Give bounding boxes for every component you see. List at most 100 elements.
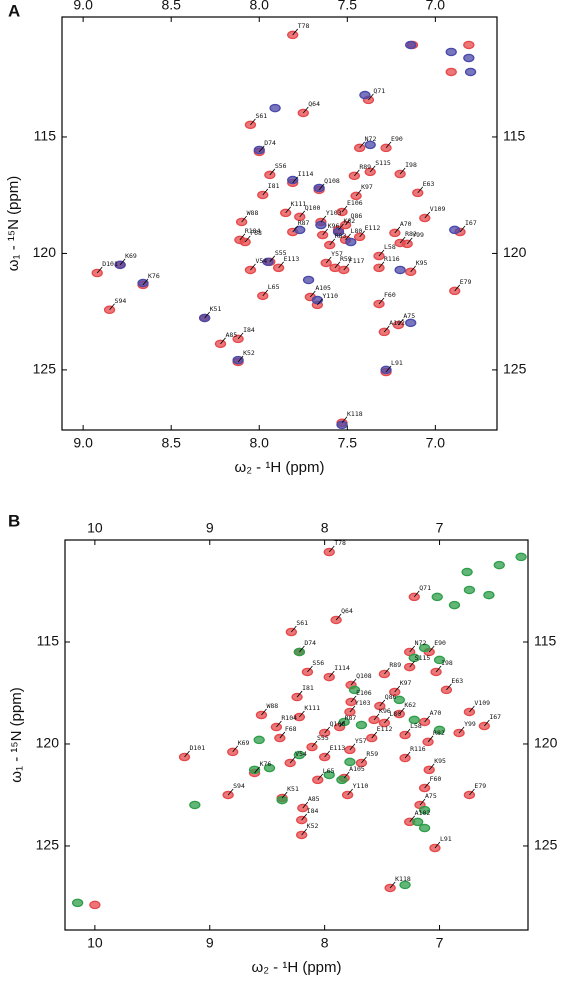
peak <box>312 775 324 785</box>
annotation-leader <box>368 93 374 101</box>
peak <box>515 552 527 562</box>
peak-label: K96 <box>328 222 340 230</box>
peak-label: V109 <box>430 205 446 213</box>
annotation-leader <box>359 230 365 238</box>
annotation-leader <box>237 355 244 363</box>
peak-label: R89 <box>389 661 401 669</box>
annotation-leader <box>241 215 247 223</box>
peak <box>431 592 443 602</box>
plot-frame <box>64 539 529 931</box>
peak <box>408 715 420 725</box>
annotation-leader <box>292 176 299 184</box>
peak-label: S115 <box>375 159 391 167</box>
peak <box>449 225 461 235</box>
y-tick-label: 115 <box>37 633 60 649</box>
annotation-leader <box>384 716 390 724</box>
panel-label: A <box>8 1 20 20</box>
peak-label: R82 <box>405 230 417 238</box>
peak-label: Q71 <box>419 584 431 592</box>
peak-label: Q86 <box>385 693 397 701</box>
peak-label: E106 <box>356 689 372 697</box>
x-axis-label: ω₂ - ¹H (ppm) <box>234 459 324 476</box>
peak-label: W88 <box>266 702 278 710</box>
annotation-leader <box>389 881 396 889</box>
annotation-leader <box>262 289 269 297</box>
peak-label: K76 <box>148 272 160 280</box>
x-tick-label: 7.5 <box>338 0 358 13</box>
peak <box>399 880 411 890</box>
peak-label: K95 <box>416 259 428 267</box>
annotation-leader <box>428 763 435 771</box>
annotation-leader <box>350 695 357 703</box>
annotation-leader <box>254 766 260 774</box>
peak-label: Q100 <box>305 204 321 212</box>
annotation-leader <box>410 265 417 273</box>
peak-label: S61 <box>296 619 308 627</box>
x-tick-label: 8.5 <box>161 0 181 13</box>
peak-label: L65 <box>268 283 280 291</box>
peak-label: W88 <box>247 209 259 217</box>
peak-label: R104 <box>245 227 261 235</box>
annotation-leader <box>435 665 442 673</box>
peak-label: A75 <box>403 312 415 320</box>
annotation-leader <box>404 728 411 736</box>
peak <box>461 567 473 577</box>
annotation-leader <box>469 705 475 713</box>
annotation-leader <box>378 297 385 305</box>
annotation-leader <box>419 798 426 806</box>
peak-label: E113 <box>284 255 300 263</box>
peak-label: I67 <box>489 713 501 721</box>
peak <box>301 667 314 677</box>
peak <box>270 722 283 732</box>
annotation-leader <box>302 106 309 114</box>
peak-label: K76 <box>260 760 272 768</box>
annotation-leader <box>399 167 406 175</box>
annotation-leader <box>318 183 325 191</box>
annotation-leader <box>269 168 276 176</box>
annotation-leader <box>325 256 332 264</box>
annotation-leader <box>399 236 406 244</box>
x-tick-label: 8 <box>321 935 329 951</box>
annotation-leader <box>359 141 365 149</box>
peak-label: E113 <box>330 744 346 752</box>
peak-label: Y103 <box>326 209 342 217</box>
peak-label: R87 <box>345 714 357 722</box>
peak-label: A105 <box>349 765 365 773</box>
peak-label: E112 <box>377 725 393 733</box>
peak <box>269 103 281 113</box>
peak-label: E106 <box>347 199 363 207</box>
peak-label: A102 <box>415 809 431 817</box>
peak-label: Q86 <box>351 212 363 220</box>
x-tick-label: 7 <box>436 520 444 536</box>
annotation-leader <box>317 773 324 781</box>
peak-label: A102 <box>389 319 405 327</box>
annotation-leader <box>409 815 415 823</box>
peak-label: Y99 <box>464 720 476 728</box>
annotation-leader <box>349 705 356 713</box>
annotation-leader <box>299 710 305 718</box>
annotation-leader <box>394 685 401 693</box>
x-tick-label: 8.0 <box>250 0 270 13</box>
peak-label: K51 <box>210 305 222 313</box>
annotation-leader <box>227 788 234 796</box>
peak-label: E90 <box>434 639 446 647</box>
peak <box>287 175 299 185</box>
peak-label: K69 <box>125 252 137 260</box>
peak <box>404 662 416 672</box>
peak-label: A70 <box>430 709 442 717</box>
annotation-leader <box>322 228 328 236</box>
peak <box>293 750 306 760</box>
peak <box>344 745 356 755</box>
annotation-leader <box>355 189 362 197</box>
peak <box>296 830 308 840</box>
annotation-leader <box>354 169 360 177</box>
annotation-leader <box>285 206 291 214</box>
annotation-leader <box>428 645 435 653</box>
peak <box>248 765 261 775</box>
peak-label: E90 <box>391 135 403 143</box>
peak <box>232 355 244 365</box>
peak-label: S56 <box>275 162 287 170</box>
peak <box>445 47 457 57</box>
peak-label: Y110 <box>353 782 369 790</box>
annotation-leader <box>292 225 299 233</box>
